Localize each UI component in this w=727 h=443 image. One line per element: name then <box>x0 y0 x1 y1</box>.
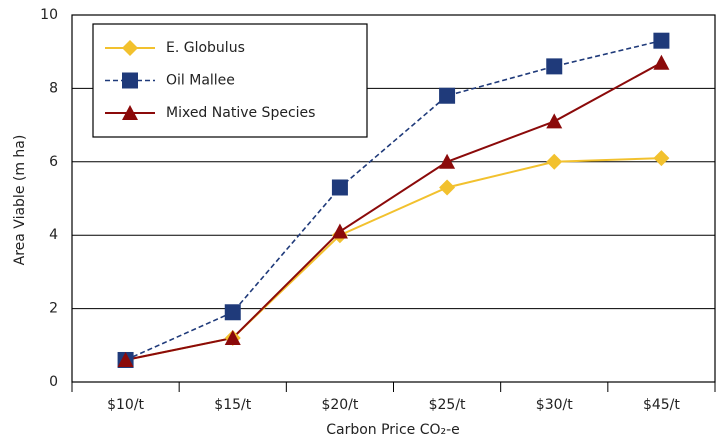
y-tick-label: 0 <box>49 374 58 390</box>
y-axis-title: Area Viable (m ha) <box>12 135 28 266</box>
series-line <box>125 61 662 361</box>
marker <box>546 153 563 170</box>
marker <box>439 87 456 104</box>
legend-label: E. Globulus <box>166 40 245 56</box>
marker <box>653 32 670 49</box>
marker <box>439 153 456 169</box>
x-tick-label: $15/t <box>214 397 251 413</box>
marker <box>653 150 670 167</box>
marker <box>331 179 348 196</box>
x-tick-label: $45/t <box>643 397 680 413</box>
marker <box>439 179 456 196</box>
y-tick-label: 4 <box>49 227 58 243</box>
series-line <box>125 39 662 361</box>
x-tick-label: $20/t <box>321 397 358 413</box>
legend-label: Oil Mallee <box>166 73 235 89</box>
x-tick-label: $10/t <box>107 397 144 413</box>
marker <box>331 223 348 239</box>
x-tick-label: $30/t <box>536 397 573 413</box>
y-tick-label: 8 <box>49 80 58 96</box>
marker <box>224 304 241 321</box>
y-tick-label: 10 <box>40 7 58 23</box>
legend-marker <box>122 105 138 120</box>
x-axis-title: Carbon Price CO₂-e <box>326 422 460 438</box>
x-tick-label: $25/t <box>429 397 466 413</box>
y-tick-label: 2 <box>49 301 58 317</box>
marker <box>117 351 134 367</box>
marker <box>546 113 563 129</box>
marker <box>653 54 670 70</box>
series-line <box>125 157 662 361</box>
marker <box>224 329 241 345</box>
marker <box>546 58 563 75</box>
y-tick-label: 6 <box>49 154 58 170</box>
legend-marker <box>122 40 138 56</box>
legend-marker <box>122 72 138 89</box>
legend-label: Mixed Native Species <box>166 105 315 121</box>
